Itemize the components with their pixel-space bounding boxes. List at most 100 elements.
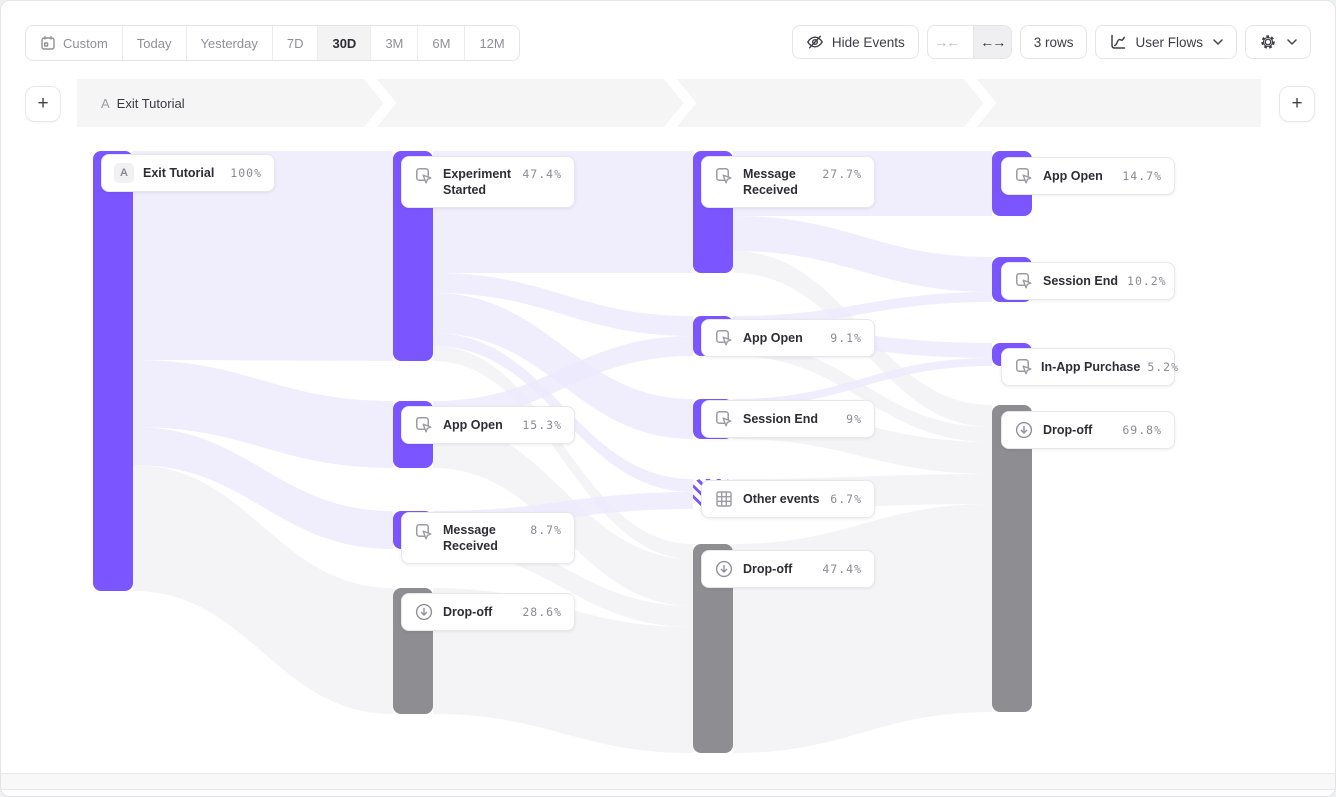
flow-node-bar[interactable] (93, 151, 133, 591)
eye-off-icon (807, 35, 823, 49)
drop-off-icon (1015, 421, 1033, 439)
range-label: Yesterday (200, 35, 258, 51)
range-label: Custom (63, 35, 108, 51)
node-card-session-end-3[interactable]: Session End 9% (701, 400, 875, 438)
chevron-down-icon (1287, 39, 1297, 45)
toolbar: Custom Today Yesterday 7D 30D 3M 6M 12M … (1, 1, 1335, 79)
range-today-button[interactable]: Today (122, 26, 187, 60)
node-percent: 15.3% (522, 418, 562, 432)
node-card-drop-off-3[interactable]: Drop-off 47.4% (701, 550, 875, 588)
node-card-drop-off-4[interactable]: Drop-off 69.8% (1001, 411, 1175, 449)
chevron-right-icon (963, 71, 997, 135)
node-percent: 9.1% (830, 331, 862, 345)
view-label: User Flows (1135, 34, 1203, 50)
range-label: 3M (385, 35, 404, 51)
flow-ribbon[interactable] (733, 216, 992, 292)
range-label: 30D (332, 35, 357, 51)
node-percent: 27.7% (822, 167, 862, 181)
node-percent: 69.8% (1122, 423, 1162, 437)
node-label: Exit Tutorial (143, 166, 215, 180)
flow-ribbon[interactable] (433, 273, 693, 336)
flow-ribbon[interactable] (733, 341, 992, 442)
range-6m-button[interactable]: 6M (418, 26, 466, 60)
node-percent: 47.4% (522, 167, 562, 181)
node-card-app-open-2[interactable]: App Open 15.3% (401, 406, 575, 444)
event-icon (1016, 273, 1032, 289)
flow-ribbon[interactable] (433, 293, 693, 439)
flow-ribbon[interactable] (133, 465, 393, 714)
settings-button[interactable] (1245, 25, 1311, 59)
flow-step-label: A Exit Tutorial (101, 79, 185, 127)
grid-icon (716, 491, 732, 507)
node-card-drop-off-2[interactable]: Drop-off 28.6% (401, 593, 575, 631)
node-label: App Open (443, 418, 503, 432)
range-7d-button[interactable]: 7D (272, 26, 319, 60)
hide-events-label: Hide Events (831, 34, 905, 50)
node-label: Drop-off (1043, 423, 1093, 437)
gear-icon (1261, 35, 1275, 49)
node-label: Drop-off (443, 605, 493, 619)
step-letter: A (101, 95, 110, 111)
node-label: Other events (743, 492, 820, 506)
flow-ribbon[interactable] (733, 504, 992, 753)
node-card-other-events[interactable]: Other events 6.7% (701, 480, 875, 518)
collapse-icon: →← (934, 34, 960, 50)
chevron-down-icon (1213, 39, 1223, 45)
range-yesterday-button[interactable]: Yesterday (186, 26, 273, 60)
expand-icon: ←→ (980, 34, 1006, 50)
node-percent: 28.6% (522, 605, 562, 619)
node-percent: 10.2% (1127, 274, 1167, 288)
flow-node-bar[interactable] (992, 405, 1032, 712)
flow-ribbon[interactable] (433, 336, 693, 421)
node-card-exit-tutorial[interactable]: A Exit Tutorial 100% (101, 154, 275, 192)
flow-ribbon[interactable] (433, 346, 693, 559)
view-selector-button[interactable]: User Flows (1095, 25, 1237, 59)
node-label: Session End (743, 412, 819, 426)
add-step-left-button[interactable]: + (25, 86, 61, 122)
event-icon (416, 417, 432, 433)
flow-ribbon[interactable] (133, 427, 393, 549)
collapse-columns-button[interactable]: →← (928, 26, 965, 58)
plus-icon: + (1291, 93, 1303, 114)
node-label: Drop-off (743, 562, 793, 576)
node-card-message-received-2[interactable]: Message Received 8.7% (401, 512, 575, 564)
flows-chart-icon (1111, 34, 1126, 49)
node-card-message-received-3[interactable]: Message Received 27.7% (701, 156, 875, 208)
flow-ribbon[interactable] (733, 292, 992, 326)
event-icon (716, 411, 732, 427)
event-icon (416, 168, 432, 184)
date-range-selector: Custom Today Yesterday 7D 30D 3M 6M 12M (25, 25, 520, 61)
node-card-experiment-started[interactable]: Experiment Started 47.4% (401, 156, 575, 208)
range-custom-button[interactable]: Custom (26, 26, 123, 60)
flow-ribbon[interactable] (133, 151, 393, 361)
footer-strip (1, 773, 1335, 790)
range-label: 6M (432, 35, 451, 51)
event-icon (716, 330, 732, 346)
hide-events-button[interactable]: Hide Events (791, 25, 919, 59)
rows-button[interactable]: 3 rows (1019, 25, 1088, 59)
node-label: App Open (743, 331, 803, 345)
flow-ribbon[interactable] (733, 358, 992, 407)
event-icon (1016, 359, 1032, 375)
node-card-app-open-3[interactable]: App Open 9.1% (701, 319, 875, 357)
step-title: Exit Tutorial (116, 95, 185, 111)
flow-ribbon[interactable] (133, 360, 393, 468)
calendar-icon (41, 36, 55, 50)
expand-columns-button[interactable]: ←→ (972, 26, 1011, 58)
node-percent: 100% (230, 166, 262, 180)
event-icon (1016, 168, 1032, 184)
rows-label: 3 rows (1033, 34, 1074, 50)
range-30d-button[interactable]: 30D (318, 26, 372, 60)
node-card-session-end-4[interactable]: Session End 10.2% (1001, 262, 1175, 300)
node-card-app-open-4[interactable]: App Open 14.7% (1001, 157, 1175, 195)
step-badge: A (114, 163, 134, 183)
node-percent: 8.7% (530, 523, 562, 537)
spacing-toggle: →← ←→ (926, 25, 1012, 59)
chevron-right-icon (663, 71, 697, 135)
node-card-in-app-purchase[interactable]: In-App Purchase 5.2% (1001, 348, 1178, 386)
range-3m-button[interactable]: 3M (371, 26, 419, 60)
drop-off-icon (415, 603, 433, 621)
range-12m-button[interactable]: 12M (465, 26, 519, 60)
node-percent: 6.7% (830, 492, 862, 506)
add-step-right-button[interactable]: + (1279, 86, 1315, 122)
